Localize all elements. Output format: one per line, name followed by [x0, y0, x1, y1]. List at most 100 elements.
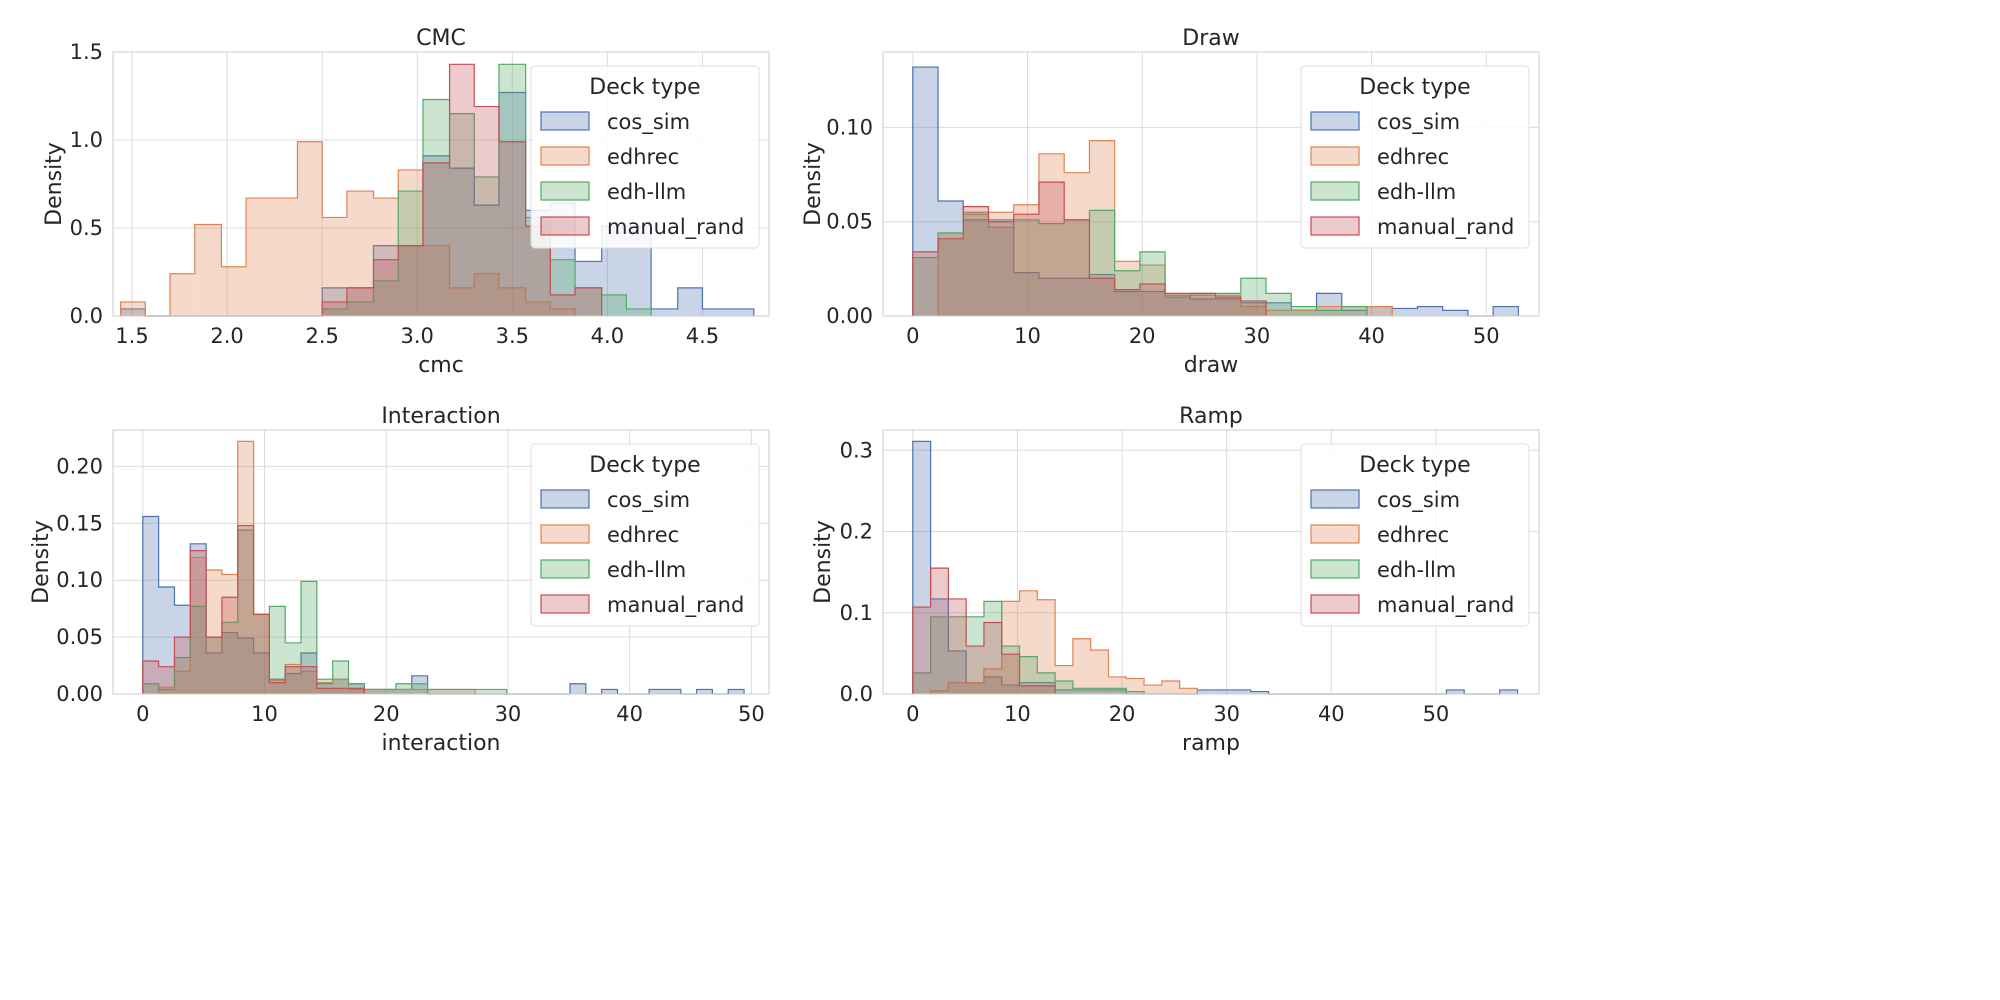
histogram-bar	[912, 251, 939, 316]
y-tick-label: 0.00	[56, 682, 103, 706]
x-axis-label: cmc	[418, 353, 464, 378]
y-tick-label: 0.0	[70, 304, 103, 328]
histogram-bar	[912, 607, 931, 694]
histogram-bar	[938, 233, 964, 316]
y-tick-label: 0.2	[840, 520, 873, 544]
y-tick-label: 0.0	[840, 682, 873, 706]
histogram-outline	[912, 567, 1056, 694]
histogram-bar	[1215, 297, 1241, 316]
histogram-bar	[575, 287, 602, 316]
histogram-bar	[316, 679, 333, 694]
x-tick-label: 4.0	[591, 324, 624, 348]
histogram-bar	[948, 598, 967, 694]
histogram-bar	[1165, 297, 1191, 316]
histogram-bar	[948, 650, 967, 694]
histogram-bar	[1013, 272, 1039, 316]
histogram-bar	[270, 198, 298, 316]
histogram-bar	[1179, 688, 1198, 694]
histogram-bar	[550, 294, 576, 316]
histogram-bar	[912, 672, 931, 694]
legend-swatch-manual_rand	[540, 216, 590, 236]
histogram-bar	[988, 227, 1014, 316]
x-tick-label: 20	[1129, 324, 1156, 348]
legend-swatch-edh-llm	[540, 559, 590, 579]
histogram-bar	[364, 689, 381, 694]
histogram-bar	[142, 661, 159, 694]
y-tick-label: 0.3	[840, 438, 873, 462]
plot-frame	[882, 429, 1540, 695]
legend-label-edhrec: edhrec	[1377, 145, 1449, 169]
histogram-bar	[1291, 310, 1317, 316]
histogram-bar	[1090, 688, 1109, 694]
histogram-bar	[174, 671, 191, 694]
histogram-bar	[1013, 204, 1039, 316]
histogram-bar	[1139, 283, 1166, 316]
histogram-bar	[649, 689, 665, 694]
histogram-bar	[221, 622, 238, 694]
histogram-bar	[1037, 599, 1056, 694]
legend-label-edhrec: edhrec	[607, 523, 679, 547]
legend-title: Deck type	[589, 75, 700, 100]
histogram-bar	[1114, 270, 1140, 316]
series-manual_rand	[912, 567, 1056, 694]
series-edhrec	[158, 440, 476, 694]
histogram-bar	[938, 200, 964, 316]
legend-swatch-edhrec	[1310, 524, 1360, 544]
histogram-bar	[474, 106, 499, 316]
legend-swatch-cos_sim	[1310, 489, 1360, 509]
histogram-bar	[1019, 656, 1038, 694]
histogram-bar	[1064, 278, 1090, 316]
histogram-bar	[1055, 681, 1073, 694]
histogram-bar	[1064, 219, 1090, 316]
histogram-bar	[938, 233, 964, 316]
histogram-bar	[1341, 306, 1367, 316]
histogram-bar	[1144, 685, 1162, 694]
histogram-outline	[912, 181, 1267, 316]
histogram-bar	[1291, 306, 1317, 316]
histogram-bar	[170, 273, 195, 316]
histogram-bar	[422, 155, 450, 316]
series-manual_rand	[321, 63, 603, 316]
legend-label-edhrec: edhrec	[607, 145, 679, 169]
histogram-bar	[190, 550, 207, 694]
histogram-bar	[1089, 274, 1115, 316]
histogram-bar	[1064, 172, 1090, 316]
histogram-bar	[930, 690, 949, 694]
series-manual_rand	[142, 524, 365, 694]
histogram-bar	[1019, 682, 1038, 694]
histogram-bar	[1240, 300, 1267, 316]
histogram-bar	[422, 99, 450, 317]
histogram-bar	[1001, 601, 1020, 694]
y-axis-label: Density	[42, 142, 67, 226]
chart-title: Interaction	[381, 404, 500, 429]
histogram-bar	[443, 689, 460, 694]
legend-label-cos_sim: cos_sim	[1377, 488, 1460, 513]
x-tick-label: 40	[1358, 324, 1385, 348]
histogram-bar	[498, 64, 526, 316]
plot-frame	[112, 429, 770, 695]
histogram-bar	[1090, 689, 1109, 694]
histogram-bar	[221, 632, 238, 694]
histogram-bar	[221, 266, 247, 316]
histogram-bar	[930, 568, 949, 694]
histogram-bar	[1001, 654, 1020, 694]
histogram-bar	[983, 622, 1002, 694]
y-tick-label: 0.10	[826, 115, 873, 139]
histogram-bar	[966, 682, 984, 694]
histogram-bar	[422, 245, 450, 316]
histogram-bar	[983, 668, 1002, 694]
histogram-bar	[1266, 293, 1292, 316]
series-edh-llm	[912, 209, 1368, 316]
x-tick-label: 20	[1109, 702, 1136, 726]
histogram-bar	[963, 214, 989, 316]
histogram-bar	[475, 689, 491, 694]
histogram-bar	[1499, 689, 1518, 694]
legend-label-cos_sim: cos_sim	[1377, 110, 1460, 135]
histogram-bar	[1266, 302, 1292, 316]
histogram-bar	[332, 679, 349, 694]
histogram-bar	[1442, 310, 1468, 316]
histogram-bar	[912, 441, 931, 694]
legend-label-cos_sim: cos_sim	[607, 488, 690, 513]
